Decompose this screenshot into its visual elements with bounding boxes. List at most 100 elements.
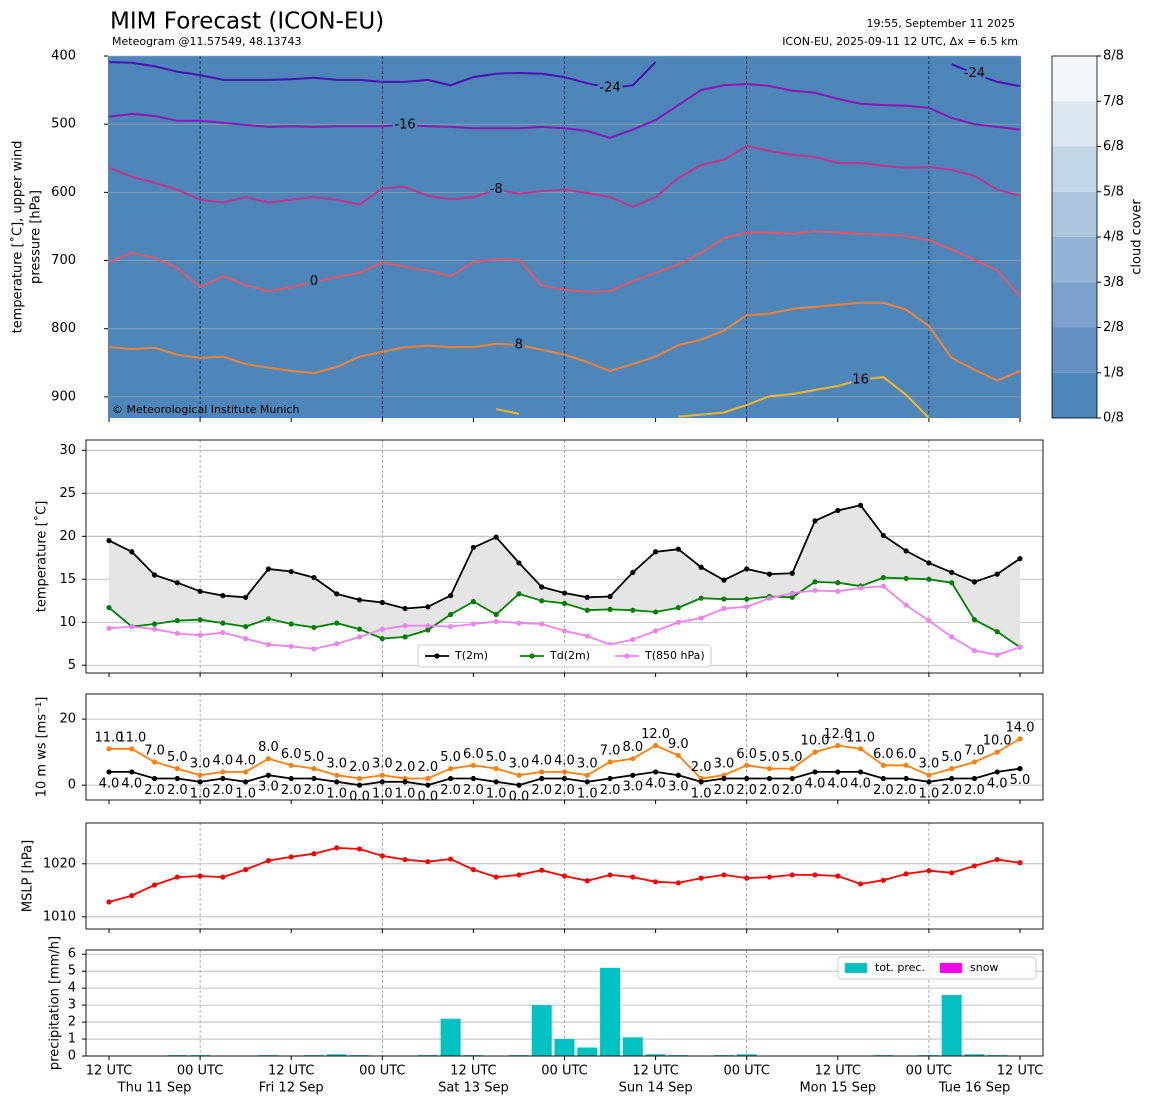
point: [812, 872, 818, 878]
isotherm: [108, 301, 1021, 382]
value-label: 2.0: [896, 783, 917, 798]
point: [653, 549, 659, 555]
point: [334, 779, 340, 785]
chart-subtitle: Meteogram @11.57549, 48.13743: [112, 35, 302, 48]
point: [653, 879, 659, 885]
point: [721, 596, 727, 602]
point: [994, 856, 1000, 863]
value-label: 3.0: [622, 780, 643, 795]
point: [971, 579, 978, 585]
bar: [736, 1054, 757, 1056]
point: [561, 590, 568, 596]
point: [174, 630, 180, 637]
colorbar-tick-label: 1/8: [1103, 365, 1124, 380]
x-tick-label: 12 UTC: [268, 1064, 314, 1079]
point: [448, 766, 454, 772]
legend-label: tot. prec.: [875, 961, 925, 974]
point: [653, 742, 659, 749]
point: [675, 752, 681, 759]
point: [880, 574, 886, 581]
point: [1017, 860, 1023, 866]
model-info: ICON-EU, 2025-09-11 12 UTC, Δx = 6.5 km: [782, 35, 1018, 48]
point: [1017, 556, 1023, 562]
point: [766, 595, 773, 601]
value-label: 3.0: [919, 757, 940, 772]
point: [971, 648, 978, 654]
point: [903, 548, 909, 554]
point: [243, 636, 249, 642]
point: [356, 775, 363, 782]
point: [539, 584, 545, 590]
point: [288, 621, 294, 627]
value-label: 2.0: [714, 783, 735, 798]
value-label: 3.0: [577, 757, 598, 772]
colorbar-level: [1052, 56, 1097, 102]
point: [949, 569, 955, 576]
isotherm-label: -24: [964, 66, 985, 81]
point: [243, 594, 249, 600]
y-tick-label: 800: [51, 321, 76, 336]
point: [903, 762, 909, 768]
point: [744, 596, 750, 602]
point: [698, 875, 704, 881]
point: [516, 620, 522, 626]
value-label: 2.0: [782, 783, 803, 798]
value-label: 4.0: [213, 753, 234, 768]
point: [1017, 736, 1023, 742]
value-label: 8.0: [258, 740, 279, 755]
point: [356, 626, 363, 632]
point: [675, 546, 681, 552]
point: [857, 769, 864, 775]
point: [402, 605, 408, 612]
point: [356, 782, 363, 788]
value-label: 0.0: [509, 790, 530, 805]
point: [949, 870, 955, 876]
y-tick-label: 20: [59, 529, 76, 544]
point: [197, 779, 203, 785]
value-label: 4.0: [827, 776, 848, 791]
range-fill: [109, 505, 1020, 648]
value-label: 1.0: [919, 786, 940, 801]
point: [311, 624, 317, 631]
bar: [554, 1039, 575, 1056]
point: [812, 769, 818, 775]
point: [516, 872, 522, 878]
axes-frame: [85, 949, 1044, 1057]
colorbar-level: [1052, 372, 1097, 418]
point: [971, 617, 978, 623]
x-date-label: Sun 14 Sep: [619, 1081, 693, 1096]
point: [402, 856, 408, 863]
point: [789, 590, 795, 596]
value-label: 5.0: [304, 750, 325, 765]
point: [493, 766, 499, 772]
point: [129, 549, 135, 555]
value-label: 5.0: [941, 750, 962, 765]
point: [356, 634, 363, 640]
point: [197, 588, 203, 594]
point: [584, 878, 590, 884]
point: [926, 560, 932, 566]
point: [448, 856, 454, 862]
point: [493, 618, 499, 625]
point: [835, 507, 841, 514]
isotherm-label: -24: [599, 81, 620, 96]
point: [402, 623, 408, 629]
point: [493, 874, 499, 880]
colorbar-level: [1052, 237, 1097, 283]
y-tick-label: 1: [68, 1032, 76, 1047]
point: [630, 772, 636, 778]
colorbar-tick-label: 4/8: [1103, 230, 1124, 245]
point: [174, 874, 180, 880]
point: [539, 621, 545, 627]
y-tick-label: 6: [68, 947, 76, 962]
value-label: 4.0: [850, 776, 871, 791]
y-tick-label: 4: [68, 981, 76, 996]
value-label: 2.0: [941, 783, 962, 798]
point: [721, 775, 727, 782]
point: [949, 634, 955, 640]
value-label: 4.0: [645, 776, 666, 791]
point: [766, 766, 773, 772]
point: [630, 874, 636, 880]
point: [721, 577, 727, 583]
y-tick-label: 600: [51, 185, 76, 200]
